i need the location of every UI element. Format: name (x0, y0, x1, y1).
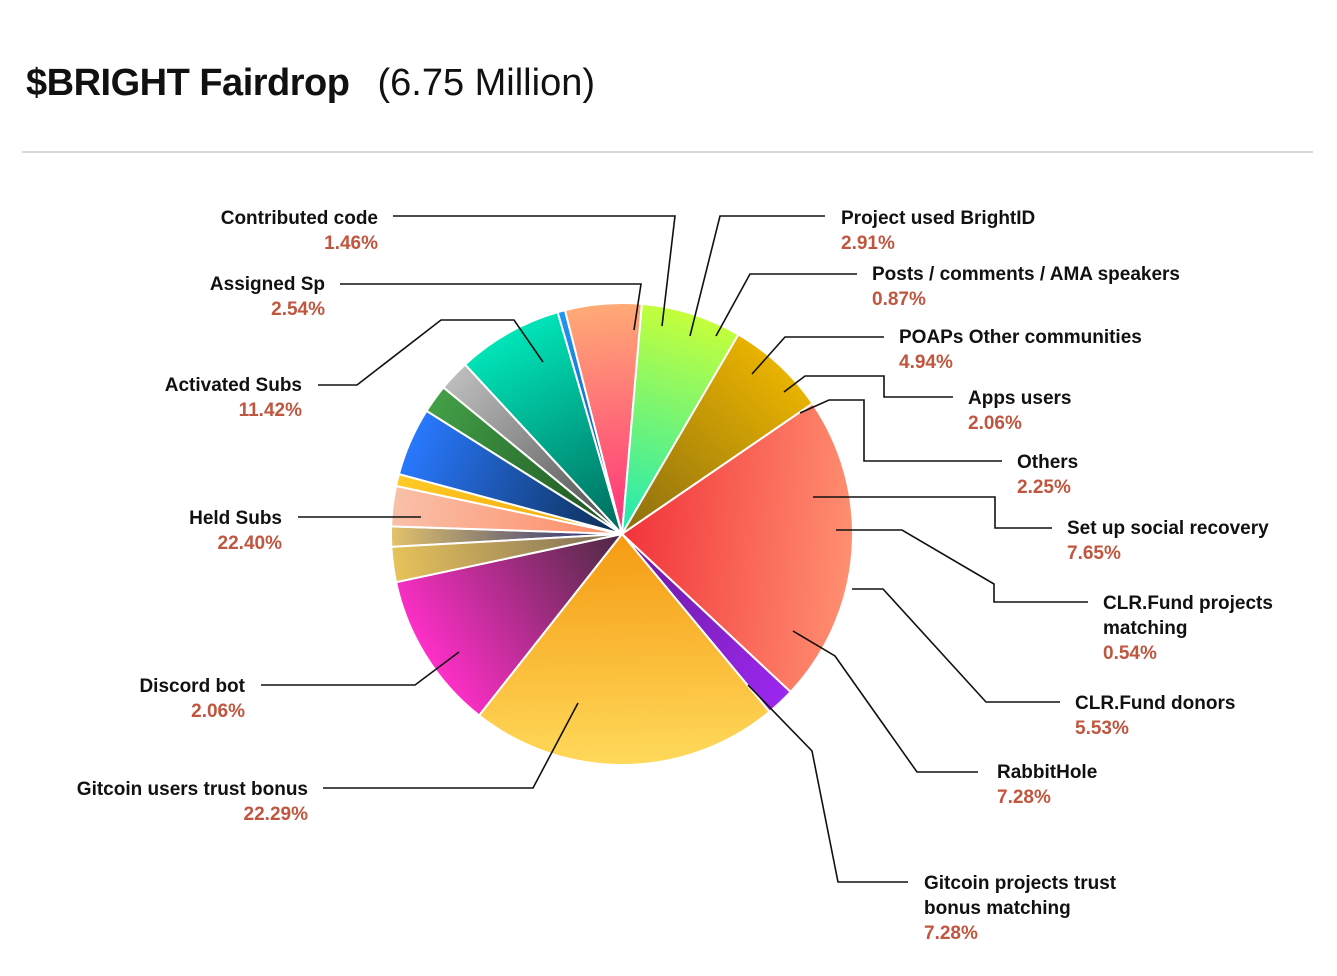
slice-label-gitcoin-users-trust-bonus: Gitcoin users trust bonus (77, 779, 308, 800)
slice-label-poaps-other-communities: POAPs Other communities (899, 327, 1142, 348)
slice-label-set-up-social-recovery: Set up social recovery (1067, 518, 1269, 539)
slice-value-apps-users: 2.06% (968, 413, 1022, 434)
slice-value-project-used-brightid: 2.91% (841, 233, 895, 254)
leader-line-others (799, 399, 1002, 462)
slice-label-clr-fund-projects-matching: CLR.Fund projects (1103, 593, 1273, 614)
leader-line-assigned-sp (340, 283, 642, 331)
leader-line-gitcoin-users-trust-bonus (323, 702, 579, 789)
slice-label-assigned-sp: Assigned Sp (210, 274, 325, 295)
slice-label-rabbithole: RabbitHole (997, 762, 1097, 783)
leader-lines (261, 215, 1088, 883)
slice-value-gitcoin-projects-trust-bonus-matching: 7.28% (924, 923, 978, 944)
leader-line-activated-subs (318, 319, 544, 386)
leader-line-gitcoin-projects-trust-bonus-matching (747, 684, 908, 883)
slice-label-held-subs: Held Subs (189, 508, 282, 529)
slice-value-posts-comments-ama-speakers: 0.87% (872, 289, 926, 310)
leader-line-discord-bot (261, 651, 460, 686)
leader-line-set-up-social-recovery (813, 496, 1052, 529)
leader-line-poaps-other-communities (751, 336, 884, 375)
slice-label-clr-fund-projects-matching: matching (1103, 618, 1187, 639)
slice-label-discord-bot: Discord bot (139, 676, 245, 697)
slice-label-gitcoin-projects-trust-bonus-matching: bonus matching (924, 898, 1071, 919)
slice-label-posts-comments-ama-speakers: Posts / comments / AMA speakers (872, 264, 1180, 285)
slice-label-gitcoin-projects-trust-bonus-matching: Gitcoin projects trust (924, 873, 1117, 894)
leader-line-clr-fund-donors (852, 588, 1060, 703)
slice-activated-subs (394, 532, 625, 717)
slice-assigned-sp (390, 533, 623, 584)
leader-line-apps-users (783, 375, 953, 398)
slice-value-held-subs: 22.40% (218, 533, 283, 554)
chart-title: $BRIGHT Fairdrop (26, 62, 350, 104)
slice-gitcoin-users-trust-bonus (620, 402, 854, 694)
leader-line-contributed-code (393, 215, 676, 327)
header-divider (22, 151, 1313, 153)
slice-held-subs (477, 532, 771, 766)
leader-line-clr-fund-projects-matching (836, 529, 1088, 603)
leader-line-rabbithole (792, 630, 978, 773)
chart-header: $BRIGHT Fairdrop (6.75 Million) (26, 62, 595, 122)
chart-subtitle: (6.75 Million) (377, 62, 595, 104)
slice-label-project-used-brightid: Project used BrightID (841, 208, 1035, 229)
slice-set-up-social-recovery (463, 310, 623, 535)
slice-value-poaps-other-communities: 4.94% (899, 352, 953, 373)
slice-value-assigned-sp: 2.54% (271, 299, 325, 320)
slice-label-apps-users: Apps users (968, 388, 1071, 409)
leader-line-project-used-brightid (689, 215, 825, 337)
slice-label-contributed-code: Contributed code (221, 208, 378, 229)
slice-label-others: Others (1017, 452, 1078, 473)
leader-line-posts-comments-ama-speakers (715, 273, 857, 337)
slice-label-activated-subs: Activated Subs (165, 375, 302, 396)
pie-slices (390, 302, 854, 766)
slice-value-clr-fund-projects-matching: 0.54% (1103, 643, 1157, 664)
slice-value-rabbithole: 7.28% (997, 787, 1051, 808)
slice-label-clr-fund-donors: CLR.Fund donors (1075, 693, 1235, 714)
slice-value-activated-subs: 11.42% (239, 400, 302, 421)
slice-value-discord-bot: 2.06% (191, 701, 245, 722)
slice-gitcoin-projects-trust-bonus-matching (621, 333, 814, 535)
slice-rabbithole (621, 302, 740, 535)
slice-value-set-up-social-recovery: 7.65% (1067, 543, 1121, 564)
slice-value-clr-fund-donors: 5.53% (1075, 718, 1129, 739)
slice-value-others: 2.25% (1017, 477, 1071, 498)
slice-value-contributed-code: 1.46% (324, 233, 378, 254)
slice-labels: Contributed code 1.46% Project used Bright… (77, 208, 1273, 944)
slice-value-gitcoin-users-trust-bonus: 22.29% (244, 804, 309, 825)
